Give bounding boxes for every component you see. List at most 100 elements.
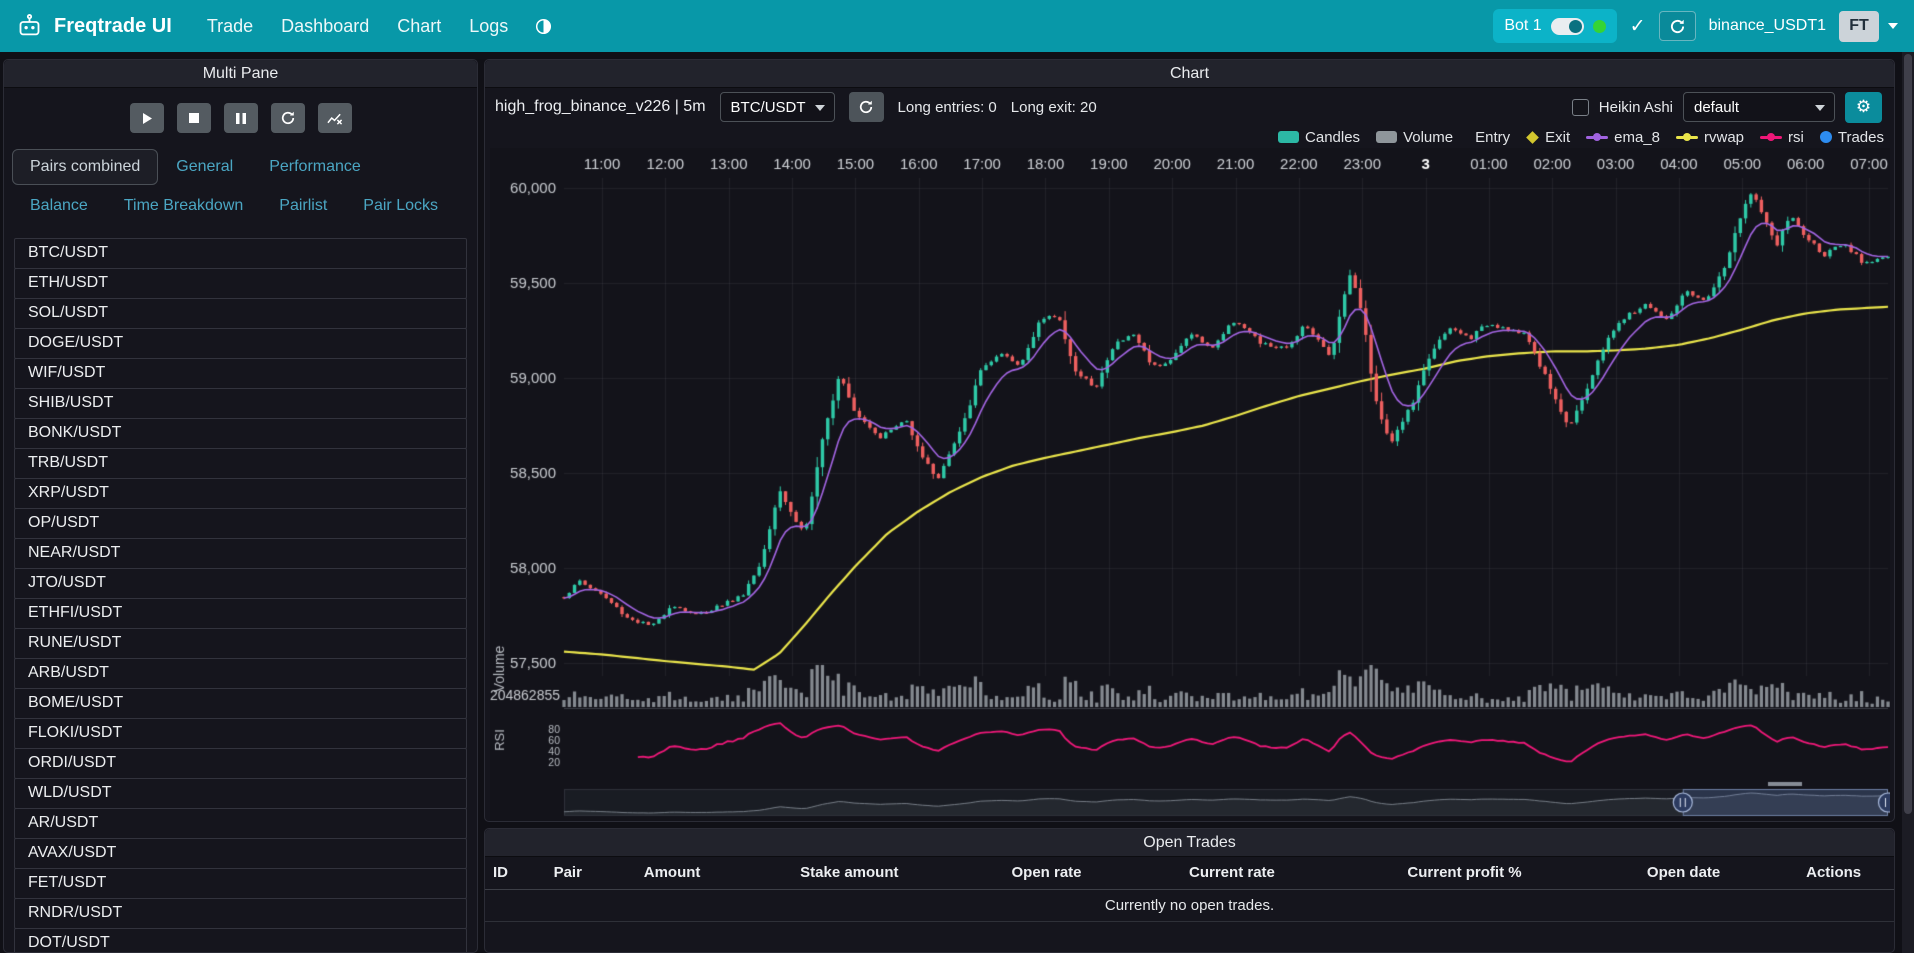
bot-selector[interactable]: Bot 1 bbox=[1493, 9, 1616, 43]
entry-exit-stats: Long entries: 0 Long exit: 20 bbox=[898, 99, 1097, 116]
bot-name: Bot 1 bbox=[1504, 17, 1541, 35]
scrollbar-thumb[interactable] bbox=[1904, 54, 1912, 814]
pair-list-item[interactable]: ORDI/USDT bbox=[14, 748, 467, 779]
legend-item-entry[interactable]: Entry bbox=[1469, 129, 1510, 146]
pair-list-item[interactable]: ARB/USDT bbox=[14, 658, 467, 689]
tab-time-breakdown[interactable]: Time Breakdown bbox=[106, 188, 261, 224]
freqtrade-robot-icon bbox=[16, 13, 43, 40]
legend-item-rsi[interactable]: rsi bbox=[1760, 129, 1804, 146]
pair-list-item[interactable]: WLD/USDT bbox=[14, 778, 467, 809]
exit-marker-icon bbox=[1526, 131, 1539, 144]
tab-balance[interactable]: Balance bbox=[12, 188, 106, 224]
pair-list-item[interactable]: SOL/USDT bbox=[14, 298, 467, 329]
start-bot-button[interactable] bbox=[130, 103, 164, 133]
open-trades-panel: Open Trades IDPairAmountStake amountOpen… bbox=[484, 828, 1895, 953]
chart-toolbar: high_frog_binance_v226 | 5m BTC/USDT Lon… bbox=[485, 88, 1894, 126]
pause-bot-button[interactable] bbox=[224, 103, 258, 133]
pair-list-item[interactable]: BOME/USDT bbox=[14, 688, 467, 719]
tab-performance[interactable]: Performance bbox=[251, 149, 379, 185]
legend-item-ema-8[interactable]: ema_8 bbox=[1586, 129, 1660, 146]
chevron-down-icon bbox=[1815, 105, 1825, 111]
legend-label: ema_8 bbox=[1614, 129, 1660, 146]
plot-config-select[interactable]: default bbox=[1683, 92, 1835, 122]
chevron-down-icon bbox=[815, 105, 825, 111]
stop-bot-button[interactable] bbox=[177, 103, 211, 133]
chart-cancel-icon bbox=[327, 111, 343, 126]
legend-item-volume[interactable]: Volume bbox=[1376, 129, 1453, 146]
plot-settings-button[interactable]: ⚙ bbox=[1845, 92, 1882, 123]
pair-list-item[interactable]: WIF/USDT bbox=[14, 358, 467, 389]
pair-select[interactable]: BTC/USDT bbox=[720, 92, 835, 122]
column-header-open-rate: Open rate bbox=[1003, 857, 1181, 890]
legend-label: Exit bbox=[1545, 129, 1570, 146]
long-exit-label: Long exit: 20 bbox=[1011, 99, 1097, 116]
brand[interactable]: Freqtrade UI bbox=[16, 13, 172, 40]
user-menu-caret-icon[interactable] bbox=[1888, 23, 1898, 29]
play-icon bbox=[141, 112, 153, 125]
heikin-ashi-checkbox[interactable] bbox=[1572, 99, 1589, 116]
bot-toggle[interactable] bbox=[1551, 18, 1584, 35]
forceexit-button[interactable] bbox=[318, 103, 352, 133]
pair-list-item[interactable]: AVAX/USDT bbox=[14, 838, 467, 869]
tab-pairlist[interactable]: Pairlist bbox=[261, 188, 345, 224]
legend-item-trades[interactable]: Trades bbox=[1820, 129, 1884, 146]
pair-list-item[interactable]: BONK/USDT bbox=[14, 418, 467, 449]
candlestick-chart[interactable] bbox=[490, 148, 1890, 822]
pair-list-item[interactable]: FLOKI/USDT bbox=[14, 718, 467, 749]
pair-list: BTC/USDTETH/USDTSOL/USDTDOGE/USDTWIF/USD… bbox=[14, 238, 467, 952]
bot-controls bbox=[4, 88, 477, 143]
candles-marker-icon bbox=[1278, 131, 1299, 143]
user-avatar[interactable]: FT bbox=[1839, 11, 1879, 42]
multi-pane-tabs: Pairs combinedGeneralPerformance BalanceT… bbox=[4, 143, 477, 224]
main-column: Chart high_frog_binance_v226 | 5m BTC/US… bbox=[484, 59, 1895, 953]
stop-icon bbox=[188, 112, 200, 124]
nav-link-logs[interactable]: Logs bbox=[456, 10, 521, 43]
pair-list-item[interactable]: ETHFI/USDT bbox=[14, 598, 467, 629]
nav-link-dashboard[interactable]: Dashboard bbox=[268, 10, 382, 43]
page-scrollbar[interactable] bbox=[1902, 52, 1914, 953]
reload-icon bbox=[281, 111, 295, 125]
nav-link-chart[interactable]: Chart bbox=[384, 10, 454, 43]
column-header-pair: Pair bbox=[546, 857, 636, 890]
column-header-current-profit: Current profit % bbox=[1399, 857, 1639, 890]
pair-list-item[interactable]: SHIB/USDT bbox=[14, 388, 467, 419]
column-header-id: ID bbox=[485, 857, 546, 890]
chart-toolbar-right: Heikin Ashi default ⚙ bbox=[1572, 92, 1884, 123]
pair-list-item[interactable]: XRP/USDT bbox=[14, 478, 467, 509]
chart-legend: Candles Volume Entry Exit ema_8 rvwap rsi Trade… bbox=[485, 126, 1894, 148]
tab-pairs-combined[interactable]: Pairs combined bbox=[12, 149, 158, 185]
tab-pair-locks[interactable]: Pair Locks bbox=[345, 188, 456, 224]
theme-toggle-button[interactable] bbox=[531, 14, 556, 39]
pair-list-item[interactable]: AR/USDT bbox=[14, 808, 467, 839]
pair-list-item[interactable]: DOT/USDT bbox=[14, 928, 467, 952]
refresh-icon bbox=[859, 100, 873, 114]
column-header-open-date: Open date bbox=[1639, 857, 1798, 890]
strategy-timeframe-label: high_frog_binance_v226 | 5m bbox=[495, 98, 706, 116]
global-refresh-button[interactable] bbox=[1659, 11, 1696, 41]
nav-link-trade[interactable]: Trade bbox=[194, 10, 266, 43]
trades-marker-icon bbox=[1820, 131, 1832, 143]
column-header-stake-amount: Stake amount bbox=[792, 857, 1003, 890]
pair-list-item[interactable]: NEAR/USDT bbox=[14, 538, 467, 569]
pair-list-item[interactable]: JTO/USDT bbox=[14, 568, 467, 599]
chart-panel: Chart high_frog_binance_v226 | 5m BTC/US… bbox=[484, 59, 1895, 822]
pair-list-item[interactable]: TRB/USDT bbox=[14, 448, 467, 479]
pair-list-item[interactable]: OP/USDT bbox=[14, 508, 467, 539]
chart-refresh-button[interactable] bbox=[849, 92, 884, 122]
column-header-amount: Amount bbox=[636, 857, 792, 890]
table-header-row: IDPairAmountStake amountOpen rate Current… bbox=[485, 857, 1894, 890]
tab-general[interactable]: General bbox=[158, 149, 251, 185]
pair-list-item[interactable]: RUNE/USDT bbox=[14, 628, 467, 659]
pair-list-item[interactable]: ETH/USDT bbox=[14, 268, 467, 299]
legend-item-exit[interactable]: Exit bbox=[1526, 129, 1570, 146]
reload-config-button[interactable] bbox=[271, 103, 305, 133]
legend-item-rvwap[interactable]: rvwap bbox=[1676, 129, 1744, 146]
pair-list-item[interactable]: DOGE/USDT bbox=[14, 328, 467, 359]
pair-list-item[interactable]: FET/USDT bbox=[14, 868, 467, 899]
multi-pane-panel: Multi Pane Pairs combinedGeneralPerforma… bbox=[3, 59, 478, 953]
pair-list-item[interactable]: BTC/USDT bbox=[14, 238, 467, 269]
legend-item-candles[interactable]: Candles bbox=[1278, 129, 1360, 146]
ema-8-marker-icon bbox=[1586, 136, 1608, 139]
rvwap-marker-icon bbox=[1676, 136, 1698, 139]
pair-list-item[interactable]: RNDR/USDT bbox=[14, 898, 467, 929]
